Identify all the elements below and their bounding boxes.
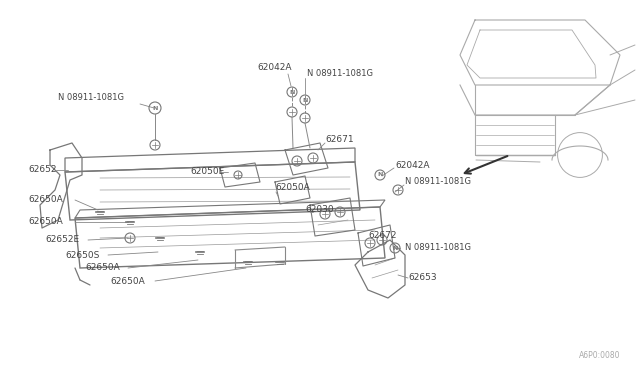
Text: 62650A: 62650A (110, 278, 145, 286)
Text: N: N (152, 106, 157, 110)
Text: 62050E: 62050E (190, 167, 224, 176)
Text: 62050A: 62050A (275, 183, 310, 192)
Text: N: N (302, 97, 308, 103)
Text: 62671: 62671 (325, 135, 354, 144)
Text: ​N 08911-1081G: ​N 08911-1081G (405, 177, 471, 186)
Text: ​N 08911-1081G: ​N 08911-1081G (405, 244, 471, 253)
Text: 62652: 62652 (28, 166, 56, 174)
Text: N 08911-1081G: N 08911-1081G (58, 93, 124, 103)
Text: 62042A: 62042A (395, 160, 429, 170)
Text: 62653: 62653 (408, 273, 436, 282)
Text: N 08911-1081G: N 08911-1081G (307, 68, 373, 77)
Text: N: N (378, 173, 383, 177)
Text: A6P0:0080: A6P0:0080 (579, 351, 620, 360)
Text: 62650S: 62650S (65, 250, 99, 260)
Text: 62030: 62030 (305, 205, 333, 215)
Text: N: N (392, 246, 397, 250)
Text: 62672: 62672 (368, 231, 397, 240)
Text: 62650A: 62650A (28, 218, 63, 227)
Text: 62650A: 62650A (28, 196, 63, 205)
Text: 62042A: 62042A (258, 64, 292, 73)
Text: N: N (289, 90, 294, 94)
Text: 62650A: 62650A (85, 263, 120, 273)
Text: 62652E: 62652E (45, 235, 79, 244)
